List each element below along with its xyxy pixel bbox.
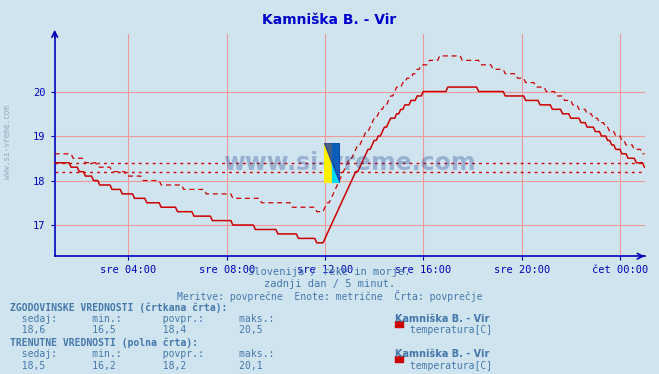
Text: Slovenija / reke in morje.: Slovenija / reke in morje.	[248, 267, 411, 278]
Text: zadnji dan / 5 minut.: zadnji dan / 5 minut.	[264, 279, 395, 289]
Text: Kamniška B. - Vir: Kamniška B. - Vir	[395, 314, 490, 324]
Text: sedaj:      min.:       povpr.:      maks.:: sedaj: min.: povpr.: maks.:	[10, 349, 274, 359]
Text: TRENUTNE VREDNOSTI (polna črta):: TRENUTNE VREDNOSTI (polna črta):	[10, 337, 198, 348]
Polygon shape	[324, 143, 332, 183]
Text: www.si-vreme.com: www.si-vreme.com	[223, 151, 476, 175]
Text: temperatura[C]: temperatura[C]	[404, 325, 492, 335]
Text: 18,5        16,2        18,2         20,1: 18,5 16,2 18,2 20,1	[10, 361, 262, 371]
Polygon shape	[324, 143, 340, 183]
Text: Meritve: povprečne  Enote: metrične  Črta: povprečje: Meritve: povprečne Enote: metrične Črta:…	[177, 290, 482, 302]
Text: 18,6        16,5        18,4         20,5: 18,6 16,5 18,4 20,5	[10, 325, 262, 335]
Text: ZGODOVINSKE VREDNOSTI (črtkana črta):: ZGODOVINSKE VREDNOSTI (črtkana črta):	[10, 302, 227, 313]
Text: sedaj:      min.:       povpr.:      maks.:: sedaj: min.: povpr.: maks.:	[10, 314, 274, 324]
Text: temperatura[C]: temperatura[C]	[404, 361, 492, 371]
Polygon shape	[332, 143, 340, 183]
Text: www.si-vreme.com: www.si-vreme.com	[3, 105, 13, 179]
Text: Kamniška B. - Vir: Kamniška B. - Vir	[262, 13, 397, 27]
Text: Kamniška B. - Vir: Kamniška B. - Vir	[395, 349, 490, 359]
